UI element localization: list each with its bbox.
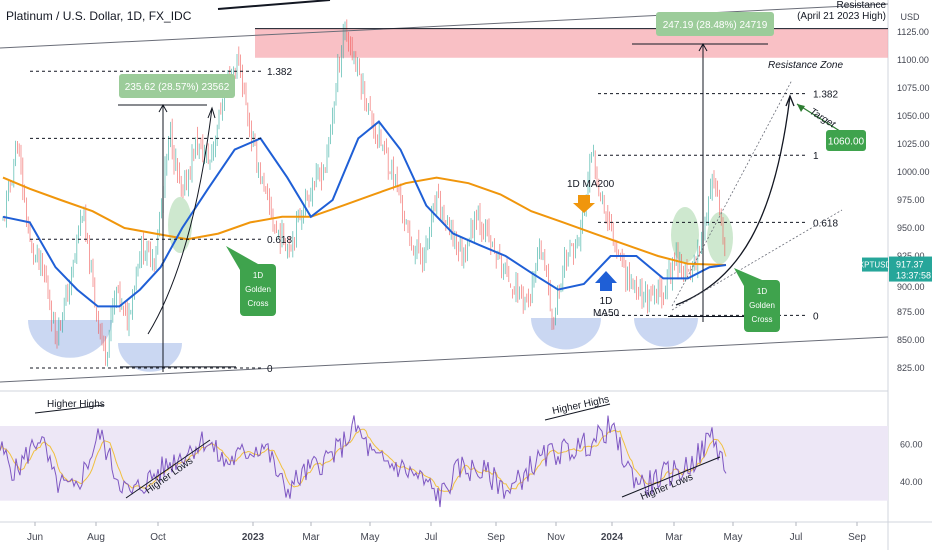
price-tick: 1000.00 — [897, 167, 930, 177]
measure-right-label: 247.19 (28.48%) 24719 — [663, 20, 768, 31]
time-tick: Jul — [425, 532, 438, 543]
fib-right-label: 0 — [813, 311, 819, 322]
fib-right-label: 0.618 — [813, 218, 838, 229]
measure-right-label-bg — [656, 12, 774, 36]
price-tick: 1075.00 — [897, 83, 930, 93]
right-curve-head — [785, 94, 795, 107]
measure-left-label-bg — [119, 74, 235, 98]
golden-cross-left-line1: 1D — [253, 271, 263, 280]
price-tick: 875.00 — [897, 307, 925, 317]
ma200-label: 1D MA200 — [567, 179, 615, 190]
countdown: 13:37:58 — [896, 271, 931, 281]
price-tick-900: 900.00 — [897, 282, 925, 292]
bowl-highlight — [28, 320, 112, 358]
zone-upper — [671, 79, 793, 307]
ma50-line — [2, 120, 727, 308]
bowl-highlight — [118, 343, 182, 372]
rsi-signal-line — [0, 428, 727, 492]
bowl-highlight — [531, 318, 601, 350]
resistance-box — [255, 28, 888, 58]
chart-title: Platinum / U.S. Dollar, 1D, FX_IDC — [6, 9, 192, 23]
ma200-line — [2, 176, 727, 266]
target-value-badge-bg — [826, 130, 866, 151]
right-curve — [675, 95, 791, 306]
target-value-badge: 1060.00 — [828, 137, 865, 148]
channel-bottom — [0, 336, 889, 383]
price-tick: 1100.00 — [897, 55, 929, 65]
channel-top — [0, 3, 889, 49]
rsi-line — [0, 415, 727, 508]
resistance-label: Resistance — [837, 0, 887, 11]
time-tick: Jun — [27, 532, 43, 543]
price-tick: 925.00 — [897, 251, 925, 261]
rsi-tick: 40.00 — [900, 477, 923, 487]
highlight-zone — [671, 207, 699, 263]
golden-cross-left-line2: Golden — [245, 285, 271, 294]
golden-cross-right-line1: 1D — [757, 287, 767, 296]
price-tick: 1025.00 — [897, 139, 930, 149]
rsi-tick: 60.00 — [900, 440, 923, 450]
symbol-badge-bg — [862, 257, 888, 272]
rsi-band — [0, 426, 888, 501]
time-tick: 2024 — [601, 532, 624, 543]
higher-highs-left: Higher Highs — [47, 399, 105, 410]
candles — [2, 19, 726, 367]
higher-highs-right-line — [544, 403, 611, 421]
target-line — [796, 103, 844, 134]
last-price-badge-bg — [889, 256, 932, 282]
higher-highs-left-line — [34, 404, 105, 414]
bowl-highlight — [634, 318, 698, 347]
higher-lows-right-line — [621, 456, 721, 498]
fib-left-0-label: 0 — [267, 364, 273, 375]
last-price: 917.37 — [896, 260, 924, 270]
ma50-arrow-icon — [595, 271, 617, 291]
resistance-zone-label: Resistance Zone — [768, 60, 843, 71]
time-tick: Jul — [790, 532, 803, 543]
time-tick: May — [361, 532, 380, 543]
price-tick: 850.00 — [897, 335, 925, 345]
highlight-zone — [707, 212, 733, 264]
golden-cross-left-bg — [240, 264, 276, 316]
measure-left-label: 235.62 (28.57%) 23562 — [125, 82, 230, 93]
time-tick: 2023 — [242, 532, 265, 543]
highlight-zone — [168, 197, 192, 253]
price-tick: 950.00 — [897, 223, 925, 233]
price-tick: 1125.00 — [897, 27, 929, 37]
fib-right-label: 1 — [813, 151, 819, 162]
golden-cross-left-line3: Cross — [248, 299, 269, 308]
left-curve — [147, 107, 213, 335]
time-tick: Aug — [87, 532, 105, 543]
golden-cross-right-line3: Cross — [752, 315, 773, 324]
golden-cross-right-line2: Golden — [749, 301, 775, 310]
time-tick: Mar — [665, 532, 683, 543]
target-arrow-head — [797, 104, 805, 112]
zone-lower — [671, 209, 843, 311]
time-tick: Sep — [487, 532, 505, 543]
time-tick: May — [724, 532, 743, 543]
higher-lows-left-line — [125, 439, 211, 499]
ma200-arrow-icon — [573, 195, 595, 213]
price-tick: 825.00 — [897, 363, 925, 373]
symbol-badge: XPTUSD — [859, 261, 892, 270]
fib-right-label: 1.382 — [813, 90, 838, 101]
time-tick: Mar — [302, 532, 320, 543]
fib-left-0618-label: 0.618 — [267, 235, 292, 246]
fib-left-1382-label: 1.382 — [267, 67, 292, 78]
arrow-stub — [217, 0, 331, 10]
resistance-date-label: (April 21 2023 High) — [797, 11, 886, 22]
golden-cross-right-bg — [744, 280, 780, 332]
time-tick: Sep — [848, 532, 866, 543]
time-tick: Oct — [150, 532, 166, 543]
ma50-label-2: MA50 — [593, 308, 620, 319]
time-tick: Nov — [547, 532, 565, 543]
price-tick: 975.00 — [897, 195, 925, 205]
currency-label: USD — [900, 12, 920, 22]
price-tick: 1050.00 — [897, 111, 930, 121]
ma50-label-1: 1D — [600, 296, 613, 307]
left-curve-head — [207, 106, 216, 119]
